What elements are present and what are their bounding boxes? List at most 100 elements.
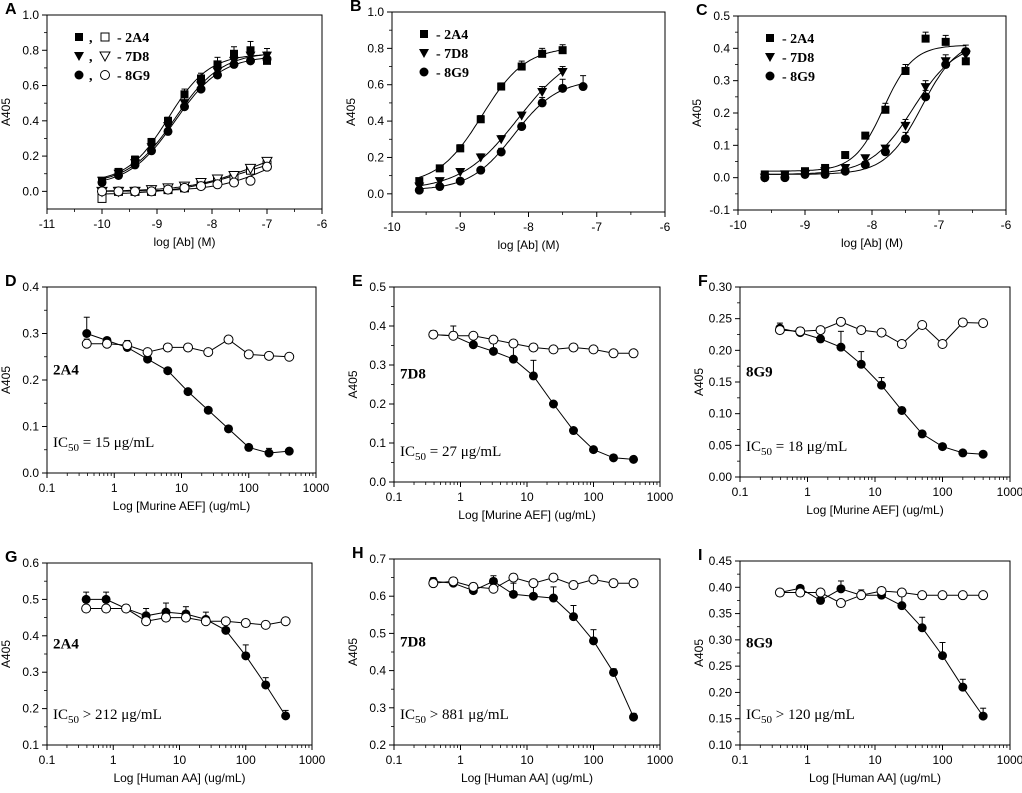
y-tick-label: 0.20	[709, 343, 733, 357]
fit-curve	[764, 45, 966, 172]
data-point	[428, 329, 439, 340]
data-point	[937, 590, 948, 601]
antibody-label: 7D8	[400, 367, 426, 383]
series-line	[433, 334, 634, 460]
y-axis-label: A405	[692, 639, 706, 667]
data-point	[163, 366, 173, 376]
y-tick-label: 0.2	[369, 738, 386, 752]
data-point	[528, 342, 539, 353]
panel-label: B	[350, 0, 362, 15]
data-point	[588, 574, 599, 585]
series-circle-open	[774, 585, 989, 609]
data-point	[548, 593, 558, 603]
data-point	[142, 347, 153, 358]
data-point	[629, 712, 639, 722]
data-point	[146, 186, 157, 197]
x-tick-label: 10	[868, 485, 882, 499]
data-point	[835, 598, 846, 609]
data-point	[900, 121, 911, 131]
panel-a: A 0.0 0.2 0.4 0.6 0.8 1.0 -11 -10 -9 -8 -7 -6 log [Ab…	[0, 1, 328, 249]
data-point	[435, 182, 445, 192]
legend-label: - 7D8	[117, 50, 149, 65]
legend-label: - 7D8	[436, 47, 468, 62]
x-axis-label: Log [Human AA] (ug/mL)	[461, 771, 593, 785]
series-line	[779, 587, 984, 717]
legend-label: - 8G9	[436, 66, 469, 81]
x-tick-label: -6	[660, 220, 671, 234]
data-point	[957, 317, 968, 328]
legend-comma: ,	[89, 31, 93, 46]
data-point	[488, 583, 499, 594]
y-tick-label: 0.15	[709, 375, 733, 389]
panel-b: B 0.0 0.2 0.4 0.6 0.8 1.0 -10 -9 -8 -7 -6 log [Ab] (…	[344, 0, 671, 252]
y-tick-label: 0.6	[369, 589, 386, 603]
data-point	[475, 153, 486, 163]
y-tick-label: 0.1	[22, 738, 39, 752]
data-point	[941, 37, 950, 46]
data-point	[840, 166, 850, 176]
data-point	[881, 105, 890, 114]
panel-label: I	[698, 547, 702, 564]
data-point	[243, 349, 254, 360]
panel-f: F 0.00 0.05 0.10 0.15 0.20 0.25 0.30 0.1 1 10 100 10…	[692, 273, 1022, 517]
data-point	[121, 603, 132, 614]
x-axis-label: Log [Murine AEF] (ug/mL)	[458, 508, 595, 522]
data-point	[815, 587, 826, 598]
data-point	[558, 83, 568, 93]
data-point	[130, 160, 140, 170]
y-tick-label: 0.8	[367, 41, 384, 55]
y-tick-label: 0.40	[709, 580, 733, 594]
data-point	[588, 344, 599, 355]
data-point	[260, 619, 271, 630]
legend-marker-tri-filled	[74, 52, 84, 61]
series-circle-open	[428, 329, 639, 359]
data-point	[262, 54, 272, 64]
series-circle-filled	[775, 580, 988, 721]
data-point	[456, 144, 465, 153]
data-point	[876, 327, 887, 338]
data-point	[548, 572, 559, 583]
y-tick-label: 0.7	[369, 552, 386, 566]
ic50-label: IC50 > 881 μg/mL	[400, 707, 509, 726]
legend-label: - 2A4	[782, 32, 814, 47]
data-point	[856, 359, 866, 369]
data-point	[179, 182, 190, 193]
antibody-label: 2A4	[53, 637, 79, 653]
data-point	[180, 102, 189, 112]
data-point	[880, 147, 890, 157]
x-tick-label: 0.1	[39, 481, 56, 495]
data-point	[240, 618, 251, 629]
x-axis-label: log [Ab] (M)	[153, 235, 215, 249]
panel-label: D	[5, 273, 17, 290]
y-tick-label: 0.6	[22, 556, 39, 570]
y-tick-label: 0.6	[367, 78, 384, 92]
data-point	[220, 616, 231, 627]
x-tick-label: 1	[111, 481, 118, 495]
data-point	[568, 580, 579, 591]
panel-label: F	[698, 273, 708, 290]
data-point	[82, 329, 92, 338]
series-line	[433, 580, 634, 718]
data-point	[141, 616, 152, 627]
y-tick-label: 0.4	[22, 280, 39, 294]
x-tick-label: 1	[110, 753, 117, 767]
x-tick-label: 1	[457, 490, 464, 504]
data-point	[81, 603, 92, 614]
series-tri-filled	[414, 66, 568, 192]
data-point	[937, 339, 948, 349]
data-point	[835, 316, 846, 327]
y-tick-label: 0.4	[369, 664, 386, 678]
data-point	[455, 168, 466, 177]
ic50-value: > 881 μg/mL	[426, 707, 509, 723]
data-point	[448, 576, 459, 587]
y-tick-label: 0.2	[369, 397, 386, 411]
data-point	[244, 442, 254, 452]
data-point	[508, 589, 518, 599]
x-tick-label: 10	[173, 753, 187, 767]
x-tick-label: 10	[520, 490, 534, 504]
data-point	[820, 169, 830, 179]
ic50-value: > 120 μg/mL	[772, 707, 855, 723]
y-tick-label: 0.5	[22, 592, 39, 606]
y-tick-label: 0.00	[709, 470, 733, 484]
